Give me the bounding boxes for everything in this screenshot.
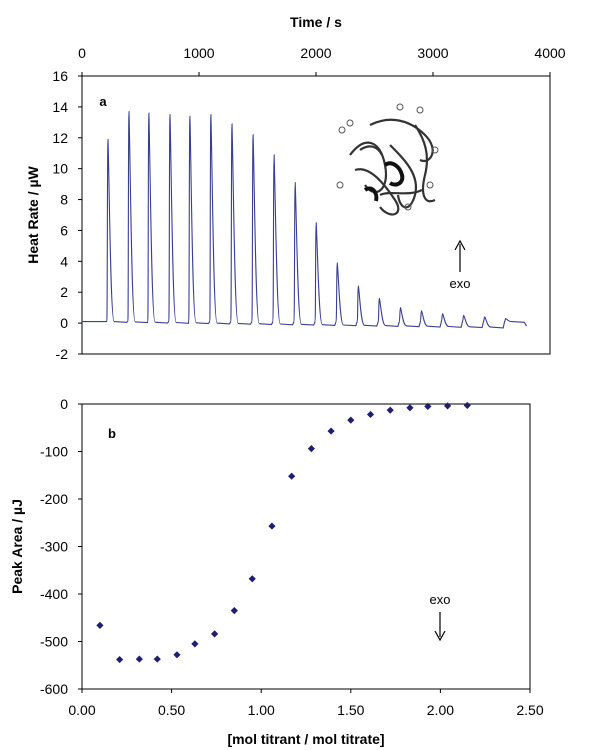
y-tick-label-b: -300 bbox=[40, 539, 68, 555]
y-tick-label-b: -200 bbox=[40, 491, 68, 507]
panel-label-b: b bbox=[108, 426, 116, 441]
y-tick-label-a: 0 bbox=[60, 315, 68, 331]
exo-arrowhead-a bbox=[454, 239, 466, 251]
data-point bbox=[248, 575, 256, 583]
x-axis-title-a: Time / s bbox=[290, 14, 342, 30]
ribbon-strand bbox=[414, 124, 436, 203]
x-tick-label-a: 4000 bbox=[534, 45, 565, 61]
ribbon-strand bbox=[359, 145, 383, 156]
y-tick-label-a: 14 bbox=[52, 99, 68, 115]
x-axis-title-b: [mol titrant / mol titrate] bbox=[227, 731, 384, 747]
x-tick-label-a: 0 bbox=[78, 45, 86, 61]
ribbon-strand bbox=[379, 188, 423, 197]
y-tick-label-a: 4 bbox=[60, 253, 68, 269]
data-point bbox=[230, 607, 238, 615]
panel-label-a: a bbox=[99, 94, 107, 109]
water-circle bbox=[426, 181, 434, 189]
ribbon-strand bbox=[369, 118, 434, 163]
y-tick-label-b: -500 bbox=[40, 634, 68, 650]
data-point bbox=[116, 655, 124, 664]
x-tick-label-a: 1000 bbox=[183, 45, 214, 61]
data-point bbox=[463, 401, 471, 410]
data-point bbox=[268, 522, 276, 530]
data-point bbox=[424, 402, 432, 410]
data-point bbox=[173, 651, 181, 659]
plot-frame-b bbox=[81, 403, 531, 690]
data-point bbox=[327, 427, 335, 435]
data-point bbox=[443, 402, 452, 410]
water-circle bbox=[396, 103, 404, 111]
heat-rate-trace bbox=[82, 110, 528, 329]
water-circle bbox=[346, 119, 354, 127]
data-point bbox=[386, 406, 394, 414]
data-point bbox=[288, 472, 296, 480]
y-axis-title-a: Heat Rate / µW bbox=[25, 165, 41, 263]
y-axis-title-b: Peak Area / µJ bbox=[9, 499, 25, 594]
exo-label-a: exo bbox=[450, 276, 471, 291]
ribbon-helix bbox=[383, 161, 405, 187]
y-tick-label-a: 6 bbox=[60, 222, 68, 238]
data-point bbox=[211, 630, 219, 638]
y-tick-label-b: -400 bbox=[40, 586, 68, 602]
panel-b: 0.00 0.50 1.00 1.50 2.00 2.50 [mol titrant / m… bbox=[9, 396, 544, 747]
x-tick-label-b: 2.50 bbox=[516, 702, 543, 718]
exo-label-b: exo bbox=[430, 592, 451, 607]
ribbon-strand bbox=[349, 141, 388, 193]
protein-structure-image bbox=[336, 103, 439, 216]
exo-arrowhead-b bbox=[434, 630, 446, 642]
y-tick-label-a: 12 bbox=[52, 130, 68, 146]
x-tick-label-a: 3000 bbox=[417, 45, 448, 61]
data-point bbox=[135, 655, 143, 663]
x-tick-label-b: 0.00 bbox=[68, 702, 95, 718]
y-tick-label-a: 16 bbox=[52, 68, 68, 84]
data-point bbox=[347, 416, 355, 424]
data-point bbox=[96, 621, 104, 629]
y-tick-label-a: 10 bbox=[52, 161, 68, 177]
y-tick-label-b: -600 bbox=[40, 681, 68, 697]
data-point bbox=[406, 404, 414, 412]
y-tick-label-a: 8 bbox=[60, 192, 68, 208]
water-circle bbox=[336, 181, 344, 189]
water-circle bbox=[416, 106, 424, 114]
water-circle bbox=[338, 126, 346, 134]
y-tick-label-a: -2 bbox=[56, 346, 69, 362]
y-tick-label-a: 2 bbox=[60, 284, 68, 300]
x-tick-label-b: 2.00 bbox=[427, 702, 454, 718]
data-point bbox=[153, 655, 161, 663]
x-tick-label-b: 1.00 bbox=[248, 702, 275, 718]
water-circle bbox=[404, 203, 412, 211]
ribbon-strand bbox=[389, 144, 418, 209]
data-point bbox=[191, 640, 199, 648]
x-tick-label-a: 2000 bbox=[300, 45, 331, 61]
water-circle bbox=[431, 146, 439, 154]
plot-frame-a bbox=[81, 75, 551, 355]
panel-a: 0 1000 2000 3000 4000 Time / s -2 0 2 4 6 8 10 12 14 16… bbox=[25, 14, 566, 362]
data-point bbox=[307, 445, 315, 453]
data-point bbox=[366, 410, 375, 419]
y-tick-label-b: 0 bbox=[60, 396, 68, 412]
x-tick-label-b: 1.50 bbox=[337, 702, 364, 718]
x-tick-label-b: 0.50 bbox=[158, 702, 185, 718]
ribbon-strand bbox=[354, 168, 400, 216]
y-tick-label-b: -100 bbox=[40, 444, 68, 460]
ribbon-helix bbox=[363, 186, 379, 202]
